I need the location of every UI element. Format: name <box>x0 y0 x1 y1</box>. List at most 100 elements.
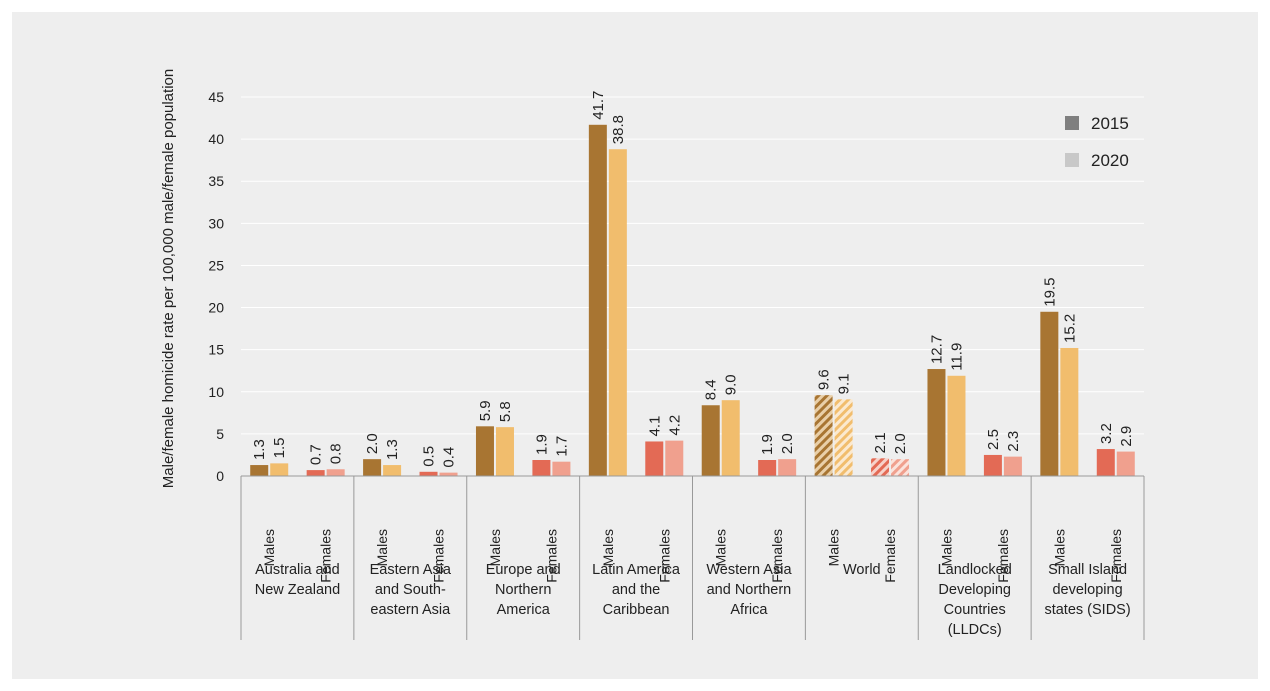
x-sublabel-males: Males <box>1051 529 1067 566</box>
bar-males-2020 <box>608 149 627 476</box>
x-sublabel-males: Males <box>487 529 503 566</box>
bar-chart: 0 5 10 15 20 25 30 35 40 45 Male/female homicide … <box>160 69 1145 640</box>
data-label: 4.2 <box>666 415 683 436</box>
y-tick-label: 15 <box>208 342 224 358</box>
data-label: 9.1 <box>836 373 853 394</box>
data-label: 5.9 <box>477 400 494 421</box>
x-group-label: New Zealand <box>255 582 340 598</box>
bars <box>250 124 1135 476</box>
x-group-label: Small Island <box>1048 562 1127 578</box>
data-label: 38.8 <box>610 115 627 144</box>
y-axis-ticks: 0 5 10 15 20 25 30 35 40 45 <box>208 89 224 484</box>
x-group-label: America <box>497 602 551 618</box>
data-label: 2.0 <box>779 433 796 454</box>
y-tick-label: 0 <box>216 468 224 484</box>
bar-males-2015 <box>250 465 269 476</box>
y-axis-label: Male/female homicide rate per 100,000 ma… <box>160 69 177 488</box>
x-group-label: and Northern <box>707 582 792 598</box>
bar-females-2020 <box>1116 451 1135 476</box>
data-label: 11.9 <box>948 343 965 371</box>
x-group-label: and the <box>612 582 660 598</box>
data-label: 2.9 <box>1118 426 1135 447</box>
data-label: 1.7 <box>553 436 570 457</box>
bar-males-2015 <box>701 405 720 476</box>
bar-males-2015 <box>1040 311 1059 476</box>
legend-label: 2020 <box>1091 151 1129 170</box>
bar-females-2015 <box>871 458 890 476</box>
legend: 2015 2020 <box>1065 114 1129 170</box>
x-sublabel-females: Females <box>882 529 898 583</box>
x-sublabel-males: Males <box>938 529 954 566</box>
legend-label: 2015 <box>1091 114 1129 133</box>
x-sublabel-females: Females <box>431 529 447 583</box>
bar-females-2020 <box>326 469 345 476</box>
y-tick-label: 20 <box>208 300 224 316</box>
x-group-label: Latin America <box>592 562 681 578</box>
bar-females-2015 <box>645 441 664 476</box>
bar-males-2020 <box>947 375 966 476</box>
x-group-label: World <box>843 562 881 578</box>
data-label: 12.7 <box>928 335 945 364</box>
data-label: 5.8 <box>497 401 514 422</box>
x-group-label: Eastern Asia <box>370 562 452 578</box>
data-label: 8.4 <box>703 379 720 400</box>
chart-panel: 0 5 10 15 20 25 30 35 40 45 Male/female homicide … <box>12 12 1258 679</box>
data-label: 15.2 <box>1061 314 1078 343</box>
data-label: 2.0 <box>364 433 381 454</box>
bar-males-2015 <box>814 395 833 476</box>
y-tick-label: 35 <box>208 173 224 189</box>
bar-males-2015 <box>475 426 494 476</box>
x-group-label: Africa <box>730 602 768 618</box>
x-group-label: Europe and <box>486 562 561 578</box>
data-label: 19.5 <box>1041 278 1058 307</box>
bar-females-2015 <box>306 470 325 476</box>
legend-swatch <box>1065 116 1079 130</box>
bar-females-2020 <box>439 472 458 476</box>
data-label: 2.1 <box>872 432 889 453</box>
data-label: 1.9 <box>759 434 776 455</box>
data-label: 2.0 <box>892 433 909 454</box>
x-group-label: states (SIDS) <box>1044 602 1130 618</box>
bar-females-2020 <box>665 440 684 476</box>
x-sublabel-females: Females <box>1108 529 1124 583</box>
x-group-label: Caribbean <box>603 602 670 618</box>
data-label: 2.3 <box>1005 431 1022 452</box>
bar-males-2015 <box>927 369 946 476</box>
x-sublabel-males: Males <box>713 529 729 566</box>
bar-females-2015 <box>1096 449 1115 476</box>
x-sublabel-males: Males <box>600 529 616 566</box>
x-group-label: Northern <box>495 582 551 598</box>
bar-females-2020 <box>552 461 571 476</box>
data-label: 0.4 <box>441 447 458 468</box>
bar-females-2015 <box>983 454 1002 476</box>
x-group-label: Western Asia <box>706 562 792 578</box>
data-label: 41.7 <box>590 91 607 120</box>
data-label: 3.2 <box>1098 423 1115 444</box>
bar-females-2020 <box>778 459 797 476</box>
data-label: 1.5 <box>271 438 288 459</box>
bar-males-2020 <box>383 465 402 476</box>
x-group-label: and South- <box>375 582 446 598</box>
bar-males-2020 <box>1060 347 1079 476</box>
y-tick-label: 30 <box>208 215 224 231</box>
x-sublabel-males: Males <box>261 529 277 566</box>
data-label: 2.5 <box>985 429 1002 450</box>
data-label: 0.5 <box>421 446 438 467</box>
bar-females-2020 <box>891 459 910 476</box>
x-sublabel-females: Females <box>769 529 785 583</box>
data-label: 9.6 <box>816 369 833 390</box>
x-sublabel-males: Males <box>374 529 390 566</box>
x-group-label: Developing <box>938 582 1011 598</box>
x-sublabel-females: Females <box>995 529 1011 583</box>
data-label: 4.1 <box>646 416 663 437</box>
x-group-label: (LLDCs) <box>948 622 1002 638</box>
y-tick-label: 5 <box>216 426 224 442</box>
data-label: 1.9 <box>533 434 550 455</box>
x-group-label: Landlocked <box>938 562 1012 578</box>
y-tick-label: 45 <box>208 89 224 105</box>
bar-females-2020 <box>1003 456 1022 476</box>
bar-females-2015 <box>419 471 438 476</box>
data-label: 1.3 <box>384 439 401 460</box>
bar-males-2020 <box>834 399 853 476</box>
bar-males-2015 <box>588 124 607 476</box>
